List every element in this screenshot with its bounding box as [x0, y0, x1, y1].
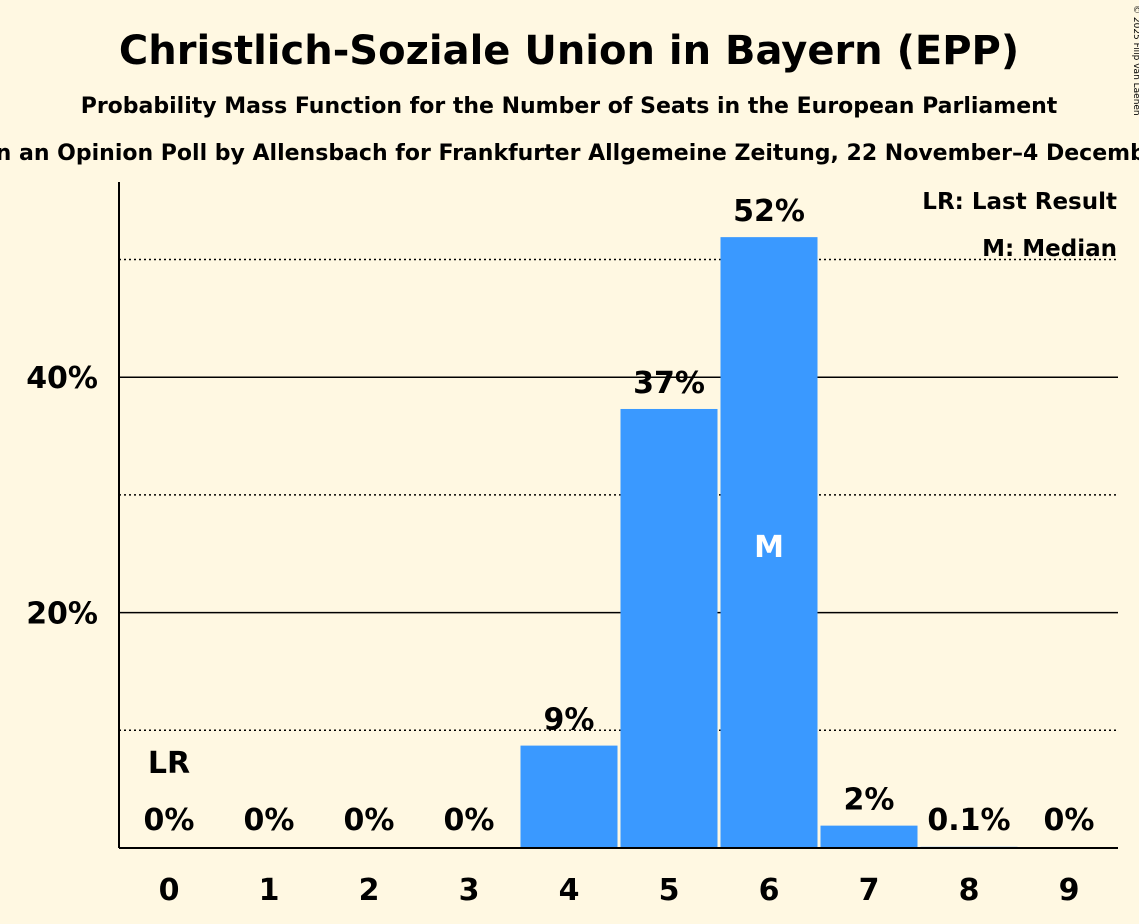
gridlines	[119, 258, 1118, 732]
bar-seats-5	[620, 408, 718, 848]
x-tick-label: 4	[559, 873, 580, 908]
bar-value-label: 0%	[444, 803, 495, 838]
median-marker: M	[754, 530, 784, 565]
legend-last-result: LR: Last Result	[922, 189, 1117, 215]
bar-value-label: 0.1%	[927, 803, 1010, 838]
x-tick-label: 2	[359, 873, 380, 908]
bar-value-label: 52%	[733, 194, 805, 229]
x-tick-label: 6	[759, 873, 780, 908]
x-tick-label: 9	[1059, 873, 1080, 908]
bar-seats-6	[720, 237, 818, 849]
x-tick-label: 3	[459, 873, 480, 908]
bar-value-label: 0%	[344, 803, 395, 838]
chart-title: Christlich-Soziale Union in Bayern (EPP)	[119, 28, 1019, 74]
y-axis-ticks: 20% 40%	[26, 361, 98, 631]
bar-value-label: 9%	[544, 703, 595, 738]
chart-subtitle: Probability Mass Function for the Number…	[81, 94, 1058, 119]
x-tick-label: 7	[859, 873, 880, 908]
bar-value-label: 0%	[1044, 803, 1095, 838]
x-tick-label: 0	[159, 873, 180, 908]
y-tick-label: 40%	[26, 361, 98, 396]
bar-seats-7	[820, 825, 918, 848]
bars	[520, 237, 1018, 849]
x-tick-label: 5	[659, 873, 680, 908]
x-tick-label: 1	[259, 873, 280, 908]
bar-labels: 0% LR 0% 0% 0% 9% 37% 52% M 2% 0.1% 0%	[144, 194, 1095, 838]
x-tick-label: 8	[959, 873, 980, 908]
copyright-notice: © 2025 Filip van Laenen	[1131, 5, 1139, 116]
y-tick-label: 20%	[26, 597, 98, 632]
bar-value-label: 0%	[144, 803, 195, 838]
bar-seats-4	[520, 745, 618, 848]
last-result-marker: LR	[148, 746, 190, 781]
x-axis-ticks: 0 1 2 3 4 5 6 7 8 9	[159, 873, 1080, 908]
bar-value-label: 0%	[244, 803, 295, 838]
legend-median: M: Median	[982, 236, 1117, 262]
chart-source: Based on an Opinion Poll by Allensbach f…	[0, 141, 1139, 166]
bar-value-label: 2%	[844, 783, 895, 818]
bar-value-label: 37%	[633, 366, 705, 401]
